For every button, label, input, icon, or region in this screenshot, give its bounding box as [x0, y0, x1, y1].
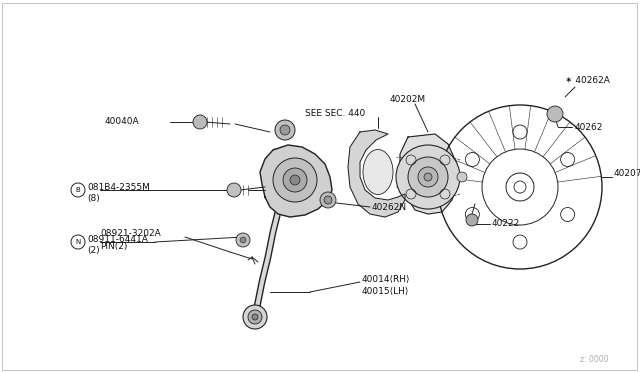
Text: 40222: 40222	[492, 219, 520, 228]
Circle shape	[280, 125, 290, 135]
Text: ✶ 40262A: ✶ 40262A	[565, 76, 610, 84]
Circle shape	[275, 120, 295, 140]
Text: 40015⟨LH⟩: 40015⟨LH⟩	[362, 286, 410, 295]
Circle shape	[408, 157, 448, 197]
Circle shape	[252, 314, 258, 320]
Circle shape	[424, 173, 432, 181]
Ellipse shape	[363, 150, 393, 195]
Text: 40040A: 40040A	[105, 118, 140, 126]
Circle shape	[240, 237, 246, 243]
Text: 081B4-2355M: 081B4-2355M	[87, 183, 150, 192]
Circle shape	[324, 196, 332, 204]
Text: N: N	[76, 239, 81, 245]
Text: 40207: 40207	[614, 170, 640, 179]
Text: 08921-3202A: 08921-3202A	[100, 230, 161, 238]
Circle shape	[418, 167, 438, 187]
Text: 40262: 40262	[575, 122, 604, 131]
Text: B: B	[76, 187, 81, 193]
Circle shape	[283, 168, 307, 192]
Text: (2): (2)	[87, 247, 100, 256]
Text: 08911-6441A: 08911-6441A	[87, 234, 148, 244]
Circle shape	[273, 158, 317, 202]
Circle shape	[290, 175, 300, 185]
Polygon shape	[348, 130, 405, 217]
Text: SEE SEC. 440: SEE SEC. 440	[305, 109, 365, 119]
Text: (8): (8)	[87, 195, 100, 203]
Circle shape	[396, 145, 460, 209]
Circle shape	[227, 183, 241, 197]
Text: 40202M: 40202M	[390, 96, 426, 105]
Circle shape	[547, 106, 563, 122]
Circle shape	[193, 115, 207, 129]
Circle shape	[243, 305, 267, 329]
Circle shape	[466, 214, 478, 226]
Circle shape	[457, 172, 467, 182]
Circle shape	[320, 192, 336, 208]
Text: z: 0000: z: 0000	[580, 356, 609, 365]
Circle shape	[236, 233, 250, 247]
Text: 40014⟨RH⟩: 40014⟨RH⟩	[362, 275, 410, 283]
Text: PIN(2): PIN(2)	[100, 241, 127, 250]
Circle shape	[248, 310, 262, 324]
Polygon shape	[260, 145, 332, 217]
Polygon shape	[400, 134, 458, 214]
Text: 40262N: 40262N	[372, 202, 407, 212]
